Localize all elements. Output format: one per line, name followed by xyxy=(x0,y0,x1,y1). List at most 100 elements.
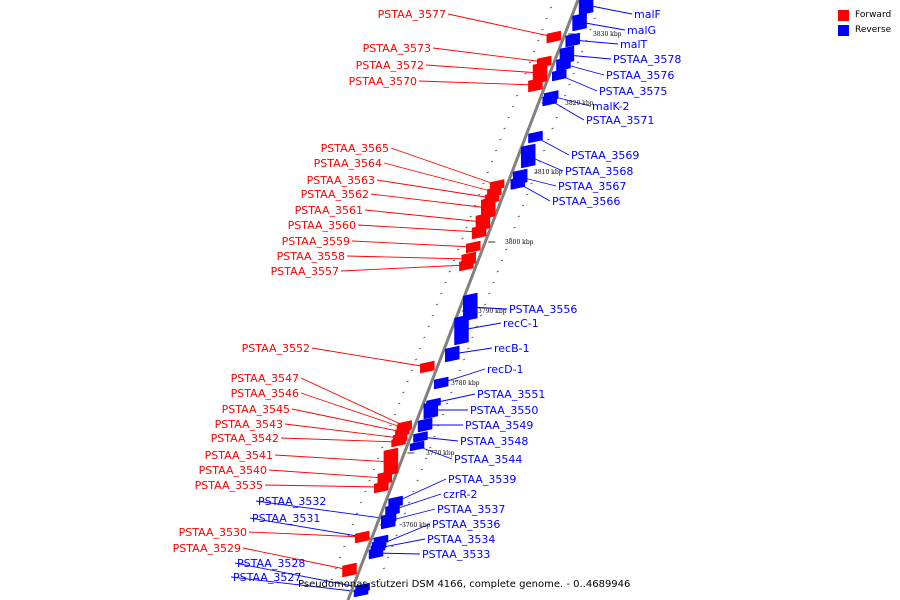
gene-label-pstaa_3569: PSTAA_3569 xyxy=(571,149,639,162)
minor-tick xyxy=(585,39,588,42)
gene-label-malk-2: malK-2 xyxy=(592,100,630,113)
tick-label: 3810 kbp xyxy=(534,169,563,176)
gene-feature-pstaa_3572 xyxy=(532,61,548,85)
leader-line xyxy=(242,547,350,571)
minor-tick xyxy=(496,270,499,273)
minor-tick xyxy=(513,226,516,229)
gene-feature-pstaa_3566 xyxy=(510,176,526,190)
leader-line xyxy=(376,179,493,199)
leader-line xyxy=(395,478,447,503)
minor-tick xyxy=(547,138,550,141)
minor-tick xyxy=(376,457,380,460)
minor-tick xyxy=(457,248,460,251)
minor-tick xyxy=(580,50,584,53)
gene-feature-pstaa_3530 xyxy=(354,530,370,544)
genome-caption: Pseudomonas stutzeri DSM 4166, complete … xyxy=(298,579,631,590)
gene-label-pstaa_3576: PSTAA_3576 xyxy=(606,69,674,82)
gene-label-pstaa_3541: PSTAA_3541 xyxy=(205,449,273,462)
gene-feature-pstaa_3575 xyxy=(552,68,567,82)
gene-label-pstaa_3570: PSTAA_3570 xyxy=(349,75,417,88)
minor-tick xyxy=(416,479,419,482)
gene-feature-recb-1 xyxy=(445,345,460,363)
minor-tick xyxy=(537,39,540,42)
leader-line xyxy=(357,224,480,233)
gene-feature-recd-1 xyxy=(433,376,449,390)
leader-line xyxy=(274,454,391,463)
minor-tick xyxy=(458,369,461,372)
minor-tick xyxy=(435,303,439,306)
minor-tick xyxy=(530,182,533,185)
minor-tick xyxy=(534,171,537,174)
leader-line xyxy=(300,392,405,429)
minor-tick xyxy=(412,490,415,493)
minor-tick xyxy=(526,193,529,196)
minor-tick xyxy=(507,116,510,119)
minor-tick xyxy=(444,281,447,284)
minor-tick xyxy=(338,556,342,559)
gene-label-pstaa_3550: PSTAA_3550 xyxy=(470,404,538,417)
leader-line xyxy=(264,484,382,488)
minor-tick xyxy=(597,6,601,9)
minor-tick xyxy=(479,314,483,317)
minor-tick xyxy=(395,534,398,537)
minor-tick xyxy=(402,391,405,394)
gene-feature-pstaa_3537 xyxy=(381,512,396,530)
minor-tick xyxy=(382,567,386,570)
minor-tick xyxy=(509,237,512,240)
minor-tick xyxy=(465,226,468,229)
leader-line xyxy=(284,423,401,439)
gene-label-pstaa_3556: PSTAA_3556 xyxy=(509,303,577,316)
minor-tick xyxy=(372,468,375,471)
gene-feature-pstaa_3569 xyxy=(528,130,543,144)
tick-label: 3820 kbp xyxy=(565,100,594,107)
gene-label-pstaa_3568: PSTAA_3568 xyxy=(565,165,633,178)
minor-tick xyxy=(467,347,470,350)
gene-label-pstaa_3564: PSTAA_3564 xyxy=(314,157,382,170)
minor-tick xyxy=(462,358,466,361)
minor-tick xyxy=(330,578,333,581)
leader-line xyxy=(234,562,363,589)
gene-label-pstaa_3542: PSTAA_3542 xyxy=(211,432,279,445)
gene-feature-pstaa_3542 xyxy=(391,436,406,448)
gene-feature-pstaa_3560 xyxy=(471,224,487,240)
minor-tick xyxy=(482,182,485,185)
gene-label-pstaa_3560: PSTAA_3560 xyxy=(288,219,356,232)
minor-tick xyxy=(378,578,381,581)
minor-tick xyxy=(524,72,527,75)
leader-line xyxy=(585,4,633,15)
gene-feature-pstaa_3550 xyxy=(423,400,439,420)
minor-tick xyxy=(364,490,367,493)
gene-feature-pstaa_3568 xyxy=(520,143,536,169)
gene-label-pstaa_3572: PSTAA_3572 xyxy=(356,59,424,72)
minor-tick xyxy=(386,556,390,559)
minor-tick xyxy=(441,413,445,416)
minor-tick xyxy=(589,28,592,31)
gene-label-malt: malT xyxy=(620,38,648,51)
leader-line xyxy=(425,64,541,74)
gene-feature-pstaa_3549 xyxy=(417,417,433,433)
gene-label-malg: malG xyxy=(627,24,656,37)
gene-label-pstaa_3577: PSTAA_3577 xyxy=(378,8,446,21)
gene-label-pstaa_3545: PSTAA_3545 xyxy=(222,403,290,416)
gene-label-pstaa_3567: PSTAA_3567 xyxy=(558,180,626,193)
minor-tick xyxy=(437,424,440,427)
minor-tick xyxy=(500,259,504,262)
minor-tick xyxy=(360,501,363,504)
minor-tick xyxy=(532,50,536,53)
gene-label-pstaa_3543: PSTAA_3543 xyxy=(215,418,283,431)
leader-line xyxy=(390,147,498,186)
minor-tick xyxy=(517,215,520,218)
tick-label: 3800 kbp xyxy=(505,239,534,246)
gene-label-pstaa_3532: PSTAA_3532 xyxy=(258,495,326,508)
minor-tick xyxy=(516,94,519,97)
leader-line xyxy=(572,39,619,45)
minor-tick xyxy=(572,72,575,75)
minor-tick xyxy=(429,446,432,449)
gene-label-recb-1: recB-1 xyxy=(494,342,530,355)
gene-label-pstaa_3536: PSTAA_3536 xyxy=(432,518,500,531)
gene-feature-pstaa_3556 xyxy=(463,292,478,322)
minor-tick xyxy=(334,567,338,570)
gene-label-pstaa_3533: PSTAA_3533 xyxy=(422,548,490,561)
gene-features xyxy=(342,0,594,598)
